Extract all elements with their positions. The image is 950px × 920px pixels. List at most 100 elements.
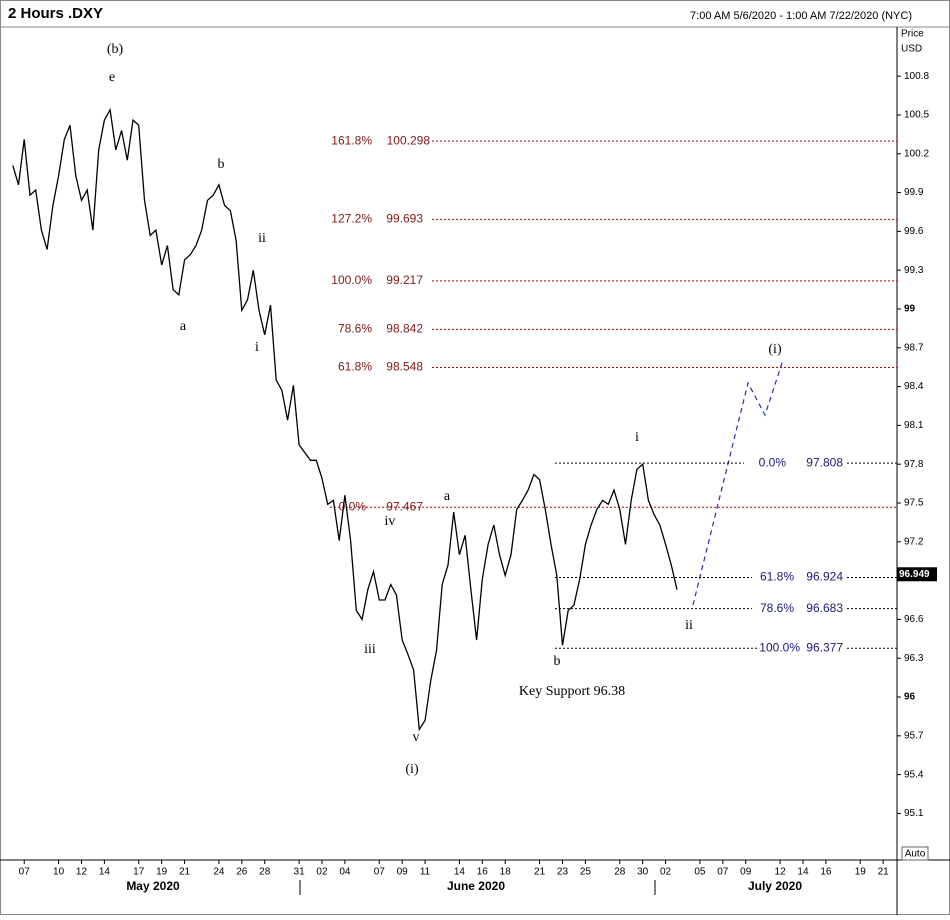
label-bg bbox=[744, 456, 845, 471]
y-tick-label: 99.6 bbox=[904, 226, 924, 237]
retracement-value: 99.693 bbox=[386, 212, 423, 226]
wave-label: Key Support 96.38 bbox=[519, 684, 625, 699]
y-tick-label: 97.5 bbox=[904, 498, 924, 509]
auto-button[interactable] bbox=[901, 846, 929, 861]
label-bg bbox=[752, 601, 845, 616]
y-tick-label: 95.1 bbox=[904, 808, 924, 819]
x-tick-label: 26 bbox=[236, 867, 248, 878]
x-tick-label: 24 bbox=[213, 867, 225, 878]
month-label: July 2020 bbox=[748, 879, 802, 893]
x-tick-label: 28 bbox=[614, 867, 626, 878]
wave-label: ii bbox=[258, 231, 266, 246]
x-tick-label: 07 bbox=[717, 867, 729, 878]
x-tick-label: 28 bbox=[259, 867, 271, 878]
x-tick-label: 12 bbox=[76, 867, 88, 878]
wave-label: i bbox=[255, 340, 259, 355]
y-tick-label: 99.9 bbox=[904, 187, 924, 198]
wave-label: v bbox=[413, 730, 420, 745]
projection-path bbox=[692, 359, 784, 606]
axis-label: USD bbox=[901, 44, 922, 55]
y-tick-label: 96.6 bbox=[904, 614, 924, 625]
y-tick-label: 100.8 bbox=[904, 71, 929, 82]
range-text: 7:00 AM 5/6/2020 - 1:00 AM 7/22/2020 (NY… bbox=[690, 10, 912, 22]
x-tick-label: 18 bbox=[500, 867, 512, 878]
x-tick-label: 02 bbox=[316, 867, 328, 878]
x-tick-label: 07 bbox=[19, 867, 31, 878]
wave-label: iv bbox=[385, 514, 396, 529]
retracement-ratio: 61.8% bbox=[760, 570, 794, 584]
retracement-ratio: 100.0% bbox=[759, 640, 800, 654]
retracement-ratio: 78.6% bbox=[760, 601, 794, 615]
wave-label: (i) bbox=[405, 762, 419, 777]
wave-label: e bbox=[109, 70, 115, 85]
y-tick-label: 95.4 bbox=[904, 769, 924, 780]
retracement-ratio: 161.8% bbox=[331, 133, 372, 147]
x-tick-label: 21 bbox=[179, 867, 191, 878]
y-tick-label: 99 bbox=[904, 304, 916, 315]
retracement-value: 96.924 bbox=[806, 570, 843, 584]
x-tick-label: 10 bbox=[53, 867, 65, 878]
auto-label[interactable]: Auto bbox=[905, 849, 926, 860]
x-tick-label: 23 bbox=[557, 867, 569, 878]
wave-label: b bbox=[554, 654, 561, 669]
wave-label: i bbox=[635, 430, 639, 445]
x-tick-label: 31 bbox=[294, 867, 306, 878]
retracement-ratio: 61.8% bbox=[338, 360, 372, 374]
last-price-box bbox=[897, 567, 937, 582]
x-tick-label: 30 bbox=[637, 867, 649, 878]
label-bg bbox=[752, 570, 845, 585]
wave-label: ii bbox=[685, 618, 693, 633]
month-label: May 2020 bbox=[126, 879, 180, 893]
x-tick-label: 12 bbox=[775, 867, 787, 878]
y-tick-label: 98.1 bbox=[904, 420, 924, 431]
last-price-label: 96.949 bbox=[899, 569, 930, 580]
x-tick-label: 04 bbox=[339, 867, 351, 878]
x-tick-label: 14 bbox=[99, 867, 111, 878]
retracement-value: 97.808 bbox=[806, 455, 843, 469]
y-tick-label: 96 bbox=[904, 692, 916, 703]
y-tick-label: 98.4 bbox=[904, 381, 924, 392]
x-tick-label: 16 bbox=[820, 867, 832, 878]
wave-label: (i) bbox=[768, 342, 782, 357]
wave-label: a bbox=[180, 319, 187, 334]
retracement-ratio: 127.2% bbox=[331, 212, 372, 226]
price-line bbox=[12, 107, 678, 732]
retracement-ratio: 78.6% bbox=[338, 322, 372, 336]
x-tick-label: 21 bbox=[534, 867, 546, 878]
wave-label: a bbox=[444, 489, 451, 504]
axis-label: Price bbox=[901, 29, 924, 40]
y-tick-label: 99.3 bbox=[904, 265, 924, 276]
x-tick-label: 14 bbox=[797, 867, 809, 878]
y-tick-label: 100.5 bbox=[904, 110, 929, 121]
x-tick-label: 07 bbox=[374, 867, 386, 878]
x-tick-label: 21 bbox=[878, 867, 890, 878]
month-label: June 2020 bbox=[447, 879, 505, 893]
label-bg bbox=[758, 641, 845, 656]
chart-title: 2 Hours .DXY bbox=[8, 5, 103, 22]
retracement-value: 98.548 bbox=[386, 360, 423, 374]
x-tick-label: 09 bbox=[740, 867, 752, 878]
wave-label: b bbox=[218, 157, 225, 172]
x-tick-label: 17 bbox=[133, 867, 145, 878]
x-tick-label: 09 bbox=[397, 867, 409, 878]
x-tick-label: 25 bbox=[580, 867, 592, 878]
wave-label: (b) bbox=[107, 42, 124, 57]
y-tick-label: 95.7 bbox=[904, 730, 924, 741]
y-tick-label: 96.3 bbox=[904, 653, 924, 664]
x-tick-label: 05 bbox=[694, 867, 706, 878]
x-tick-label: 19 bbox=[855, 867, 867, 878]
retracement-value: 98.842 bbox=[386, 322, 423, 336]
retracement-value: 96.377 bbox=[806, 640, 843, 654]
x-tick-label: 14 bbox=[454, 867, 466, 878]
x-tick-label: 19 bbox=[156, 867, 168, 878]
y-tick-label: 100.2 bbox=[904, 148, 929, 159]
retracement-value: 99.217 bbox=[386, 273, 423, 287]
retracement-ratio: 0.0% bbox=[759, 455, 787, 469]
wave-label: iii bbox=[364, 642, 376, 657]
y-tick-label: 98.7 bbox=[904, 342, 924, 353]
x-tick-label: 11 bbox=[420, 867, 431, 878]
retracement-ratio: 100.0% bbox=[331, 273, 372, 287]
retracement-value: 96.683 bbox=[806, 601, 843, 615]
